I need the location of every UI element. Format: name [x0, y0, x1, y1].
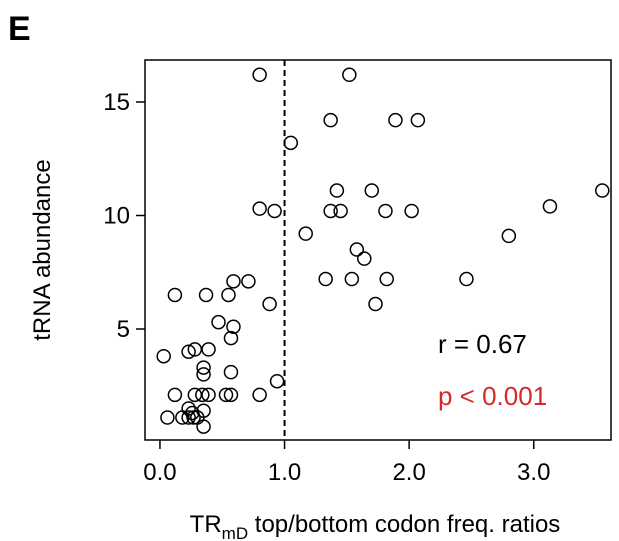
point	[156, 348, 171, 364]
x-tick-label: 2.0	[392, 459, 425, 486]
point	[218, 387, 234, 403]
point	[404, 203, 419, 219]
plot-frame	[144, 59, 612, 441]
panel-label: E	[8, 10, 31, 48]
point	[342, 67, 357, 83]
point	[344, 271, 360, 287]
x-label-part: TR	[190, 511, 222, 538]
point	[368, 296, 383, 312]
point	[410, 112, 426, 128]
point	[323, 203, 338, 219]
x-axis-label: TRmD top/bottom codon freq. ratios	[190, 511, 561, 541]
point	[364, 183, 380, 198]
point	[226, 319, 241, 334]
point	[181, 410, 196, 425]
point	[298, 226, 313, 241]
annotation: r = 0.67	[438, 329, 527, 359]
y-tick-label: 15	[103, 89, 130, 116]
point	[195, 387, 210, 403]
point	[318, 271, 333, 287]
point	[221, 287, 236, 303]
y-tick-label: 5	[117, 316, 130, 343]
point	[542, 199, 558, 214]
point	[241, 274, 256, 289]
x-label-sub: mD	[222, 524, 248, 541]
point	[196, 360, 211, 375]
point	[379, 271, 394, 287]
point	[187, 387, 203, 403]
point	[501, 228, 517, 244]
y-tick-label: 10	[103, 202, 130, 229]
point	[196, 367, 211, 382]
x-tick-label: 1.0	[268, 459, 301, 486]
point	[252, 387, 267, 403]
point	[329, 183, 345, 198]
point	[160, 410, 175, 425]
point	[357, 251, 372, 266]
point	[201, 342, 216, 357]
point	[283, 135, 299, 151]
point	[167, 387, 183, 403]
point	[349, 242, 365, 257]
point	[223, 364, 239, 380]
point	[223, 387, 239, 403]
annotation: p < 0.001	[438, 381, 547, 411]
point	[167, 287, 183, 303]
point	[262, 296, 277, 312]
point	[595, 183, 610, 198]
point	[196, 419, 211, 434]
point	[252, 201, 267, 216]
point	[223, 330, 239, 346]
point	[267, 203, 282, 219]
x-label-part: top/bottom codon freq. ratios	[248, 511, 560, 538]
point	[198, 287, 214, 303]
point	[201, 387, 216, 403]
point	[175, 410, 190, 425]
point	[333, 203, 348, 219]
y-axis-label: tRNA abundance	[29, 159, 56, 340]
point	[378, 203, 393, 219]
x-tick-label: 0.0	[143, 459, 176, 486]
point	[211, 314, 226, 330]
point	[181, 344, 196, 359]
point	[459, 271, 474, 287]
point	[323, 112, 338, 128]
point	[226, 274, 241, 289]
point	[269, 373, 285, 389]
x-tick-label: 3.0	[517, 459, 550, 486]
point	[388, 112, 403, 128]
point	[186, 410, 201, 425]
point	[252, 67, 267, 83]
